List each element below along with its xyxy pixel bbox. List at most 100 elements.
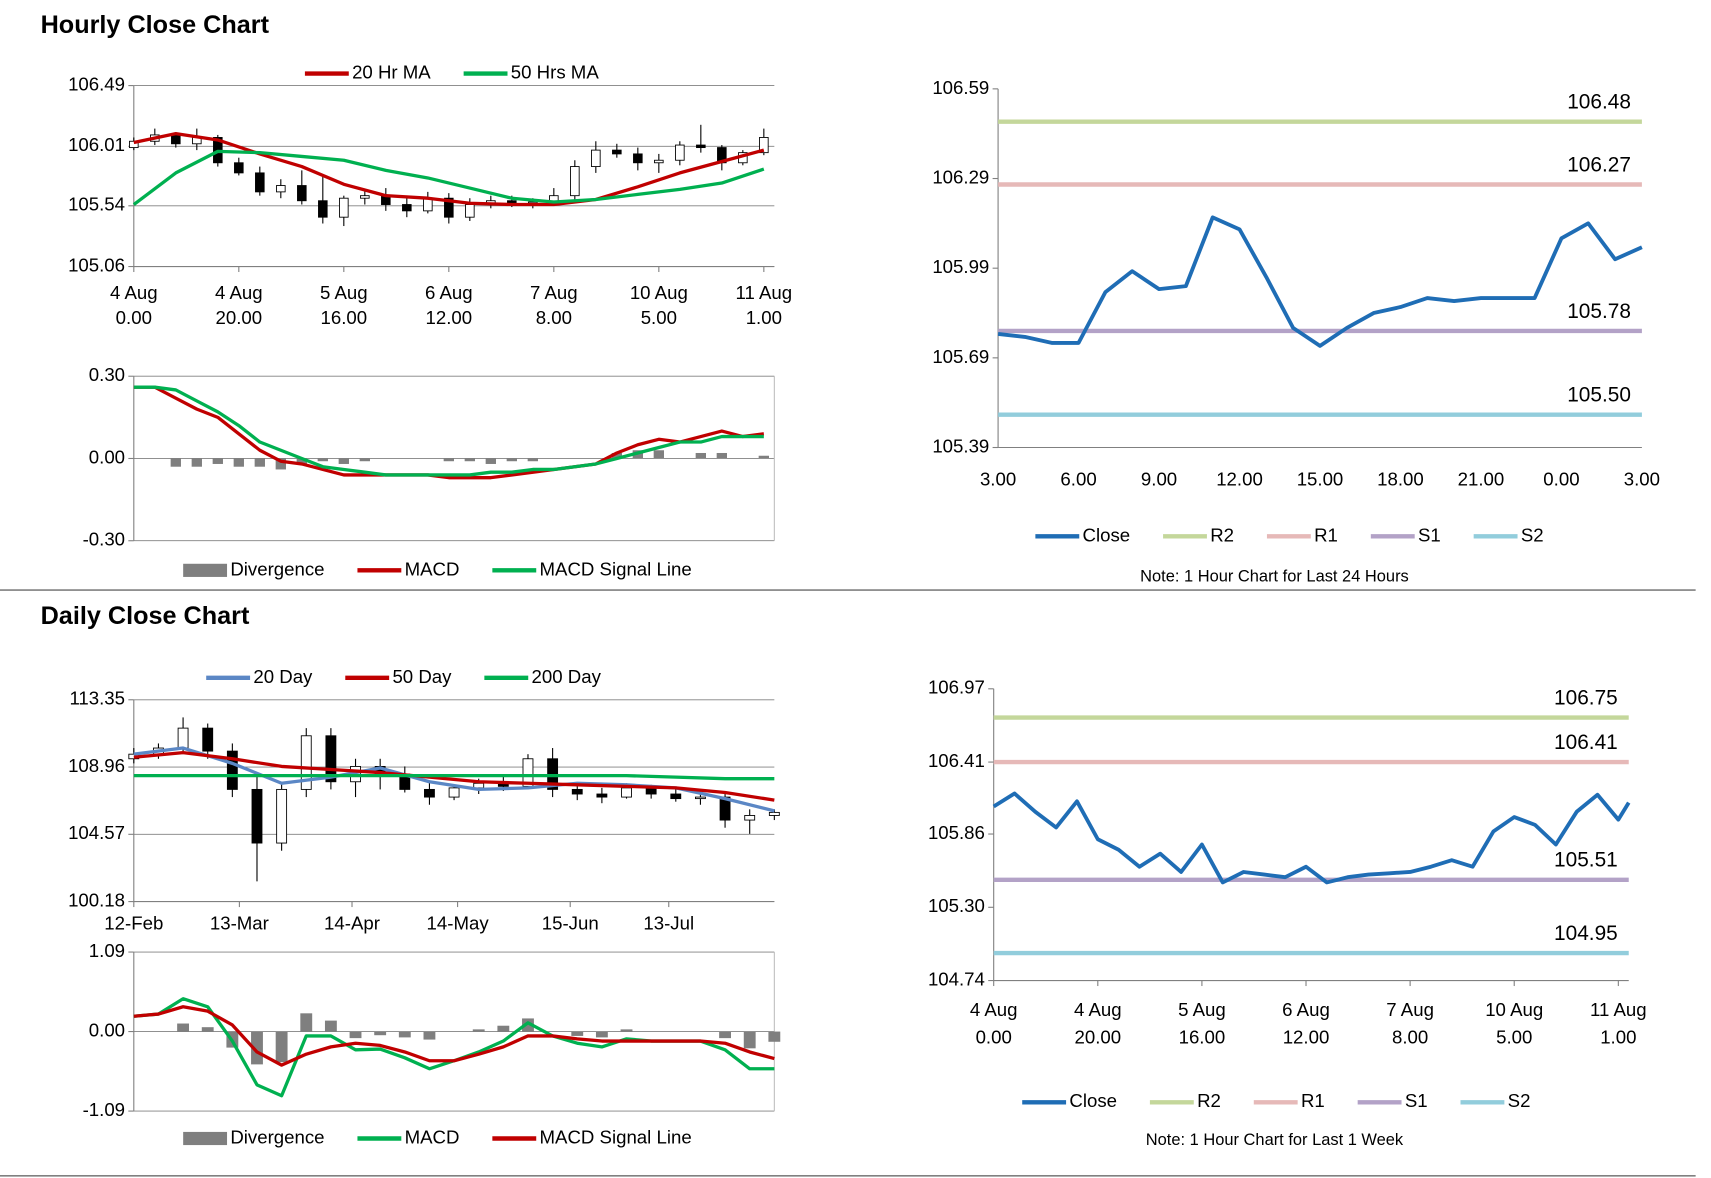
x-tick-label: 7 Aug bbox=[530, 282, 578, 303]
y-tick-label: 106.49 bbox=[68, 73, 125, 94]
candle-body bbox=[670, 793, 682, 800]
x-tick-label: 15-Jun bbox=[542, 913, 599, 934]
y-tick-label: 0.00 bbox=[89, 446, 125, 467]
candle-body bbox=[297, 185, 307, 202]
legend-label: 200 Day bbox=[532, 666, 602, 687]
legend-label: MACD Signal Line bbox=[540, 558, 692, 579]
x-tick-label: 4 Aug bbox=[110, 282, 158, 303]
level-label: 106.41 bbox=[1554, 731, 1618, 754]
y-tick-label: 104.74 bbox=[928, 968, 985, 989]
divergence-bar bbox=[359, 458, 370, 462]
legend-label: Divergence bbox=[230, 558, 324, 579]
legend-swatch bbox=[183, 1131, 228, 1146]
y-tick-label: 106.41 bbox=[928, 750, 985, 771]
x-tick-label: 20.00 bbox=[216, 307, 263, 328]
candle-body bbox=[768, 811, 780, 816]
candle-body bbox=[675, 144, 685, 161]
y-tick-label: 106.59 bbox=[932, 77, 989, 98]
divergence-bar bbox=[497, 1025, 510, 1032]
candle-body bbox=[633, 153, 643, 164]
legend-label: 50 Day bbox=[392, 666, 452, 687]
candle-body bbox=[171, 134, 181, 145]
divergence-bar bbox=[716, 452, 728, 459]
chart-note: Note: 1 Hour Chart for Last 24 Hours bbox=[1140, 567, 1409, 585]
candle-body bbox=[276, 185, 286, 193]
level-label: 106.75 bbox=[1554, 686, 1618, 709]
divergence-bar bbox=[300, 1013, 313, 1032]
divergence-bar bbox=[275, 1031, 288, 1063]
series-line bbox=[992, 791, 1631, 885]
x-tick-label: 0.00 bbox=[1543, 468, 1579, 489]
y-tick-label: 104.57 bbox=[68, 822, 125, 843]
divergence-bar bbox=[695, 452, 706, 459]
divergence-bar bbox=[743, 1031, 756, 1049]
divergence-bar bbox=[296, 458, 307, 464]
x-tick-label: 0.00 bbox=[976, 1027, 1012, 1048]
x-tick-label: 5.00 bbox=[641, 307, 677, 328]
candle-body bbox=[402, 204, 412, 212]
x-tick-label: 12.00 bbox=[1216, 468, 1263, 489]
candle-body bbox=[276, 788, 288, 844]
x-tick-label: 13-Mar bbox=[210, 913, 269, 934]
x-tick-label: 12-Feb bbox=[104, 913, 163, 934]
x-tick-label: 5.00 bbox=[1496, 1027, 1532, 1048]
x-tick-label: 1.00 bbox=[1600, 1027, 1636, 1048]
candle-body bbox=[234, 162, 244, 174]
legend-label: S1 bbox=[1418, 524, 1441, 545]
candle-body bbox=[621, 787, 632, 798]
level-label: 105.50 bbox=[1567, 383, 1631, 406]
x-tick-label: 11 Aug bbox=[736, 282, 793, 303]
candle-body bbox=[744, 815, 756, 821]
divergence-bar bbox=[719, 1031, 731, 1039]
x-tick-label: 11 Aug bbox=[1590, 999, 1647, 1020]
legend-label: S2 bbox=[1521, 524, 1544, 545]
legend-label: R1 bbox=[1314, 524, 1338, 545]
candle-body bbox=[696, 144, 706, 149]
divergence-bar bbox=[398, 1031, 411, 1038]
x-tick-label: 6 Aug bbox=[1282, 999, 1330, 1020]
series-line bbox=[133, 1005, 775, 1067]
y-tick-label: -1.09 bbox=[83, 1099, 125, 1120]
section-heading: Hourly Close Chart bbox=[41, 11, 270, 39]
x-tick-label: 10 Aug bbox=[1485, 999, 1543, 1020]
divergence-bar bbox=[374, 1031, 387, 1036]
divergence-bar bbox=[233, 458, 244, 467]
candle-body bbox=[318, 200, 328, 218]
series-line bbox=[133, 773, 775, 781]
candle-body bbox=[177, 727, 189, 749]
y-tick-label: 105.06 bbox=[68, 254, 125, 275]
candle-body bbox=[612, 149, 622, 155]
divergence-bar bbox=[443, 458, 454, 462]
x-tick-label: 5 Aug bbox=[1178, 999, 1226, 1020]
y-tick-label: 106.97 bbox=[928, 677, 985, 698]
x-tick-label: 4 Aug bbox=[215, 282, 263, 303]
candle-body bbox=[325, 735, 337, 783]
x-tick-label: 8.00 bbox=[1392, 1027, 1428, 1048]
divergence-bar bbox=[177, 1023, 190, 1032]
x-tick-label: 14-May bbox=[427, 913, 490, 934]
candle-body bbox=[465, 204, 475, 218]
series-line bbox=[133, 385, 764, 477]
divergence-bar bbox=[349, 1031, 362, 1039]
y-tick-label: 106.29 bbox=[932, 166, 989, 187]
divergence-bar bbox=[191, 458, 202, 467]
x-tick-label: 12.00 bbox=[1283, 1027, 1330, 1048]
candle-body bbox=[424, 788, 435, 798]
legend-label: 50 Hrs MA bbox=[511, 61, 600, 82]
y-tick-label: 105.54 bbox=[68, 194, 125, 215]
series-line bbox=[132, 149, 765, 206]
divergence-bar bbox=[201, 1027, 214, 1032]
candle-body bbox=[448, 787, 460, 798]
x-tick-label: 3.00 bbox=[1624, 468, 1660, 489]
legend-label: R1 bbox=[1301, 1090, 1325, 1111]
legend-label: MACD Signal Line bbox=[540, 1126, 692, 1147]
x-tick-label: 9.00 bbox=[1141, 468, 1177, 489]
x-tick-label: 4 Aug bbox=[1074, 999, 1122, 1020]
divergence-bar bbox=[522, 1018, 534, 1032]
x-tick-label: 6 Aug bbox=[425, 282, 473, 303]
legend-label: Divergence bbox=[230, 1126, 324, 1147]
x-tick-label: 7 Aug bbox=[1386, 999, 1434, 1020]
divergence-bar bbox=[472, 1029, 485, 1032]
candle-body bbox=[570, 166, 580, 197]
